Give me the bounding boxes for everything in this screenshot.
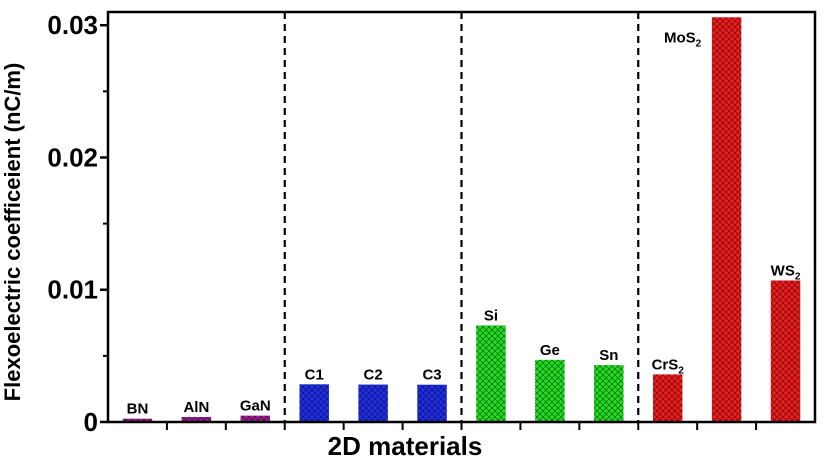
bar-label-gan: GaN [240, 398, 271, 415]
bar-ws2 [770, 280, 801, 422]
bar-label-crs2: CrS2 [652, 356, 685, 376]
axes-layer: 0 0.01 0.02 0.03 [47, 10, 817, 437]
y-axis-title: Flexoelectric coefficeient (nC/m) [0, 63, 25, 402]
bar-ge [535, 359, 565, 422]
y-tick-label: 0.01 [47, 275, 98, 305]
bar-bn [122, 418, 153, 422]
bar-c2 [358, 384, 388, 422]
bar-label-mos2: MoS2 [664, 29, 702, 49]
bar-label-c1: C1 [305, 366, 324, 383]
y-tick-label: 0 [84, 407, 98, 437]
bar-label-c3: C3 [422, 367, 441, 384]
bar-c3 [417, 384, 447, 422]
y-tick-label: 0.03 [47, 10, 98, 40]
bar-mos2 [711, 17, 742, 423]
bar-crs2 [652, 374, 683, 422]
bar-label-ws2: WS2 [771, 262, 801, 282]
bar-c1 [299, 384, 329, 422]
bars-layer [122, 17, 801, 423]
bar-label-ge: Ge [540, 342, 560, 359]
bar-aln [181, 416, 212, 422]
labels-layer: BN AlN GaN C1 C2 C3 Si Ge Sn CrS2 MoS2 WS2 [127, 29, 801, 417]
bar-gan [240, 415, 271, 422]
bar-label-bn: BN [127, 401, 149, 418]
x-axis-title: 2D materials [328, 431, 483, 461]
bar-si [476, 325, 506, 422]
bar-label-aln: AlN [183, 399, 209, 416]
bar-label-si: Si [484, 307, 498, 324]
bar-sn [594, 365, 624, 422]
bar-label-sn: Sn [599, 347, 618, 364]
bar-label-c2: C2 [364, 367, 383, 384]
y-tick-label: 0.02 [47, 142, 98, 172]
